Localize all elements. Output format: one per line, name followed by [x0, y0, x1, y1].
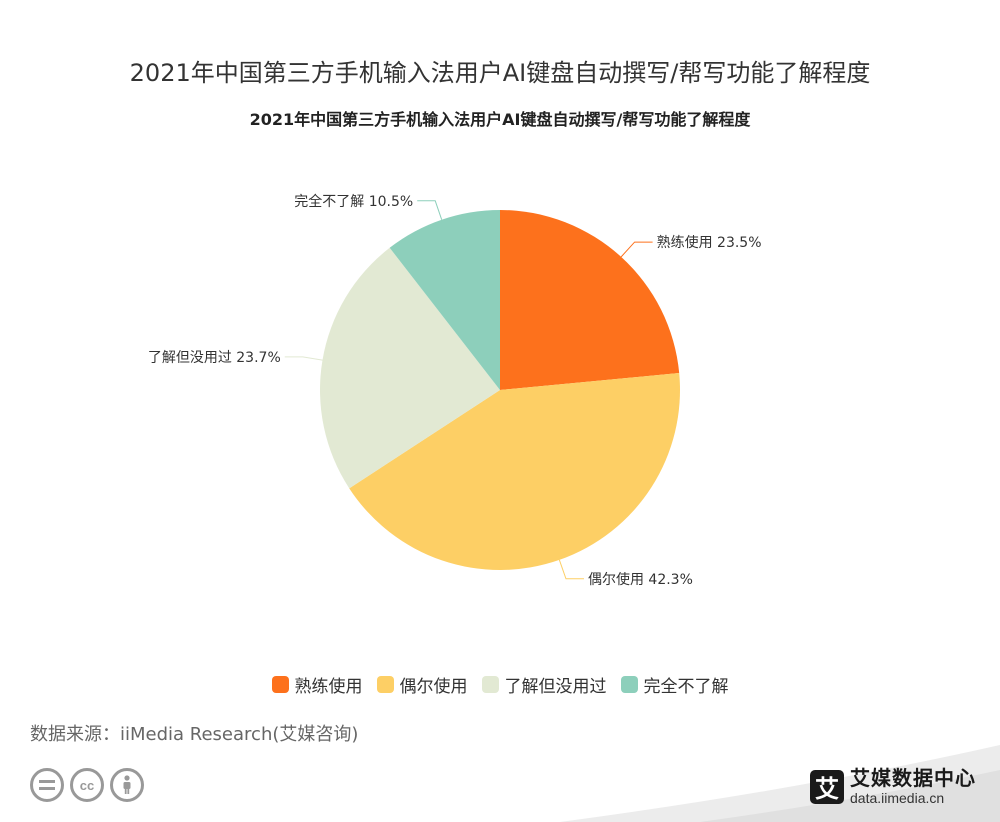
equals-icon	[30, 768, 64, 802]
label-leader-line	[558, 559, 584, 580]
brand-mark: 艾 艾媒数据中心 data.iimedia.cn	[810, 768, 976, 805]
pie-slice-完全不了解[interactable]	[389, 210, 500, 390]
legend-swatch	[271, 676, 289, 693]
legend-swatch	[376, 676, 394, 693]
pie-label-偶尔使用: 偶尔使用 42.3%	[588, 571, 693, 588]
legend-label: 偶尔使用	[399, 677, 468, 697]
page-title: 2021年中国第三方手机输入法用户AI键盘自动撰写/帮写功能了解程度	[129, 59, 871, 87]
legend-item-完全不了解[interactable]: 完全不了解	[620, 672, 729, 697]
pie-slice-了解但没用过[interactable]	[319, 247, 500, 489]
chart-legend: 熟练使用 偶尔使用 了解但没用过 完全不了解	[0, 672, 1000, 697]
legend-label: 熟练使用	[294, 677, 363, 697]
brand-url[interactable]: data.iimedia.cn	[850, 790, 945, 806]
data-source: 数据来源：iiMedia Research(艾媒咨询)	[30, 724, 359, 745]
chart-title: 2021年中国第三方手机输入法用户AI键盘自动撰写/帮写功能了解程度	[249, 110, 751, 129]
license-icons: cc	[30, 768, 144, 802]
brand-name: 艾媒数据中心	[850, 766, 976, 790]
legend-label: 完全不了解	[643, 677, 729, 697]
pie-slice-熟练使用[interactable]	[500, 210, 680, 390]
legend-label: 了解但没用过	[504, 677, 607, 697]
legend-item-熟练使用[interactable]: 熟练使用	[271, 672, 363, 697]
label-leader-line	[620, 241, 653, 258]
legend-swatch	[620, 676, 638, 693]
pie-label-熟练使用: 熟练使用 23.5%	[657, 234, 762, 251]
brand-logo-icon: 艾	[810, 769, 844, 804]
legend-swatch	[481, 676, 499, 693]
legend-item-了解但没用过[interactable]: 了解但没用过	[481, 672, 607, 697]
label-leader-line	[284, 356, 323, 361]
pie-label-了解但没用过: 了解但没用过 23.7%	[148, 350, 281, 366]
label-leader-line	[417, 200, 443, 220]
pie-label-完全不了解: 完全不了解 10.5%	[294, 193, 413, 210]
legend-item-偶尔使用[interactable]: 偶尔使用	[376, 672, 468, 697]
cc-icon: cc	[70, 768, 104, 802]
pie-slice-偶尔使用[interactable]	[349, 373, 680, 571]
person-icon	[110, 768, 144, 802]
